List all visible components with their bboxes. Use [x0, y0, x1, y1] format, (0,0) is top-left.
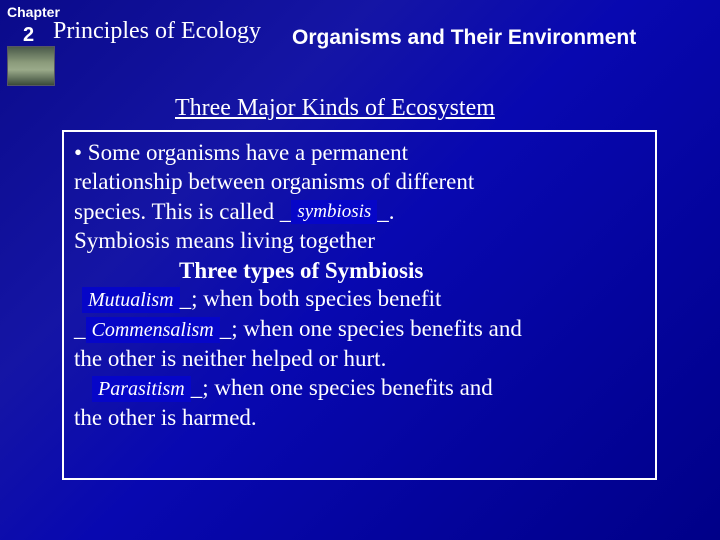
content-box: • Some organisms have a permanent relati…	[62, 130, 657, 480]
term-commensalism: Commensalism	[86, 317, 220, 343]
section-title: Organisms and Their Environment	[292, 26, 636, 50]
parasitism-line-2: the other is harmed.	[74, 403, 645, 433]
mutualism-line: Mutualism_; when both species benefit	[74, 284, 645, 314]
term-symbiosis: symbiosis	[291, 200, 377, 224]
slide-heading: Three Major Kinds of Ecosystem	[175, 95, 495, 122]
chapter-thumbnail	[7, 46, 55, 86]
chapter-title: Principles of Ecology	[53, 18, 261, 45]
mutualism-tail: _; when both species benefit	[180, 286, 442, 311]
parasitism-tail: _; when one species benefits and	[191, 375, 493, 400]
term-mutualism: Mutualism	[82, 287, 180, 313]
parasitism-line-1: Parasitism_; when one species benefits a…	[74, 373, 645, 403]
commensalism-tail: _; when one species benefits and	[220, 316, 522, 341]
intro-line-2: relationship between organisms of differ…	[74, 167, 645, 196]
intro-line-4: Symbiosis means living together	[74, 226, 645, 255]
intro-line-3: species. This is called _symbiosis_.	[74, 197, 645, 226]
commensalism-lead: _	[74, 316, 86, 341]
intro-3a: species. This is called _	[74, 199, 291, 224]
chapter-number: 2	[23, 24, 34, 47]
intro-3b: _.	[377, 199, 394, 224]
chapter-label: Chapter	[7, 4, 60, 20]
intro-line-1: • Some organisms have a permanent	[74, 138, 645, 167]
symbiosis-subhead: Three types of Symbiosis	[179, 258, 645, 284]
commensalism-line-2: the other is neither helped or hurt.	[74, 344, 645, 374]
term-parasitism: Parasitism	[92, 376, 191, 402]
commensalism-line-1: _Commensalism_; when one species benefit…	[74, 314, 645, 344]
